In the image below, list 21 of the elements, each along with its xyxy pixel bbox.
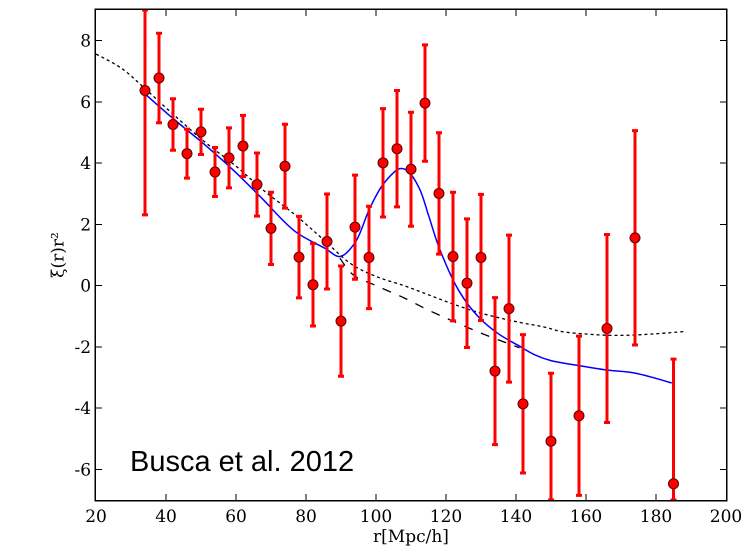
y-tick-label: 6 <box>80 92 92 113</box>
x-tick-label: 100 <box>360 506 392 527</box>
y-axis-title: ξ(r)r² <box>48 232 68 278</box>
annotation: Busca et al. 2012 <box>130 446 354 478</box>
y-tick-label: 2 <box>80 215 92 236</box>
x-axis-title: r[Mpc/h] <box>373 527 449 548</box>
y-tick-label: 4 <box>80 154 92 174</box>
x-tick-label: 200 <box>710 506 742 527</box>
x-tick-label: 140 <box>500 506 532 527</box>
x-tick-label: 40 <box>155 506 177 527</box>
y-tick-label: -2 <box>74 338 92 358</box>
y-tick-label: 8 <box>80 32 92 52</box>
x-tick-label: 120 <box>430 506 462 527</box>
x-tick-label: 80 <box>295 506 317 527</box>
y-tick-label: -4 <box>74 399 92 420</box>
x-tick-label: 180 <box>640 506 672 527</box>
y-tick-label: -6 <box>74 460 92 480</box>
x-tick-label: 160 <box>570 506 602 527</box>
x-tick-label: 20 <box>85 506 107 527</box>
x-tick-label: 60 <box>225 506 247 527</box>
y-tick-label: 0 <box>80 276 92 297</box>
